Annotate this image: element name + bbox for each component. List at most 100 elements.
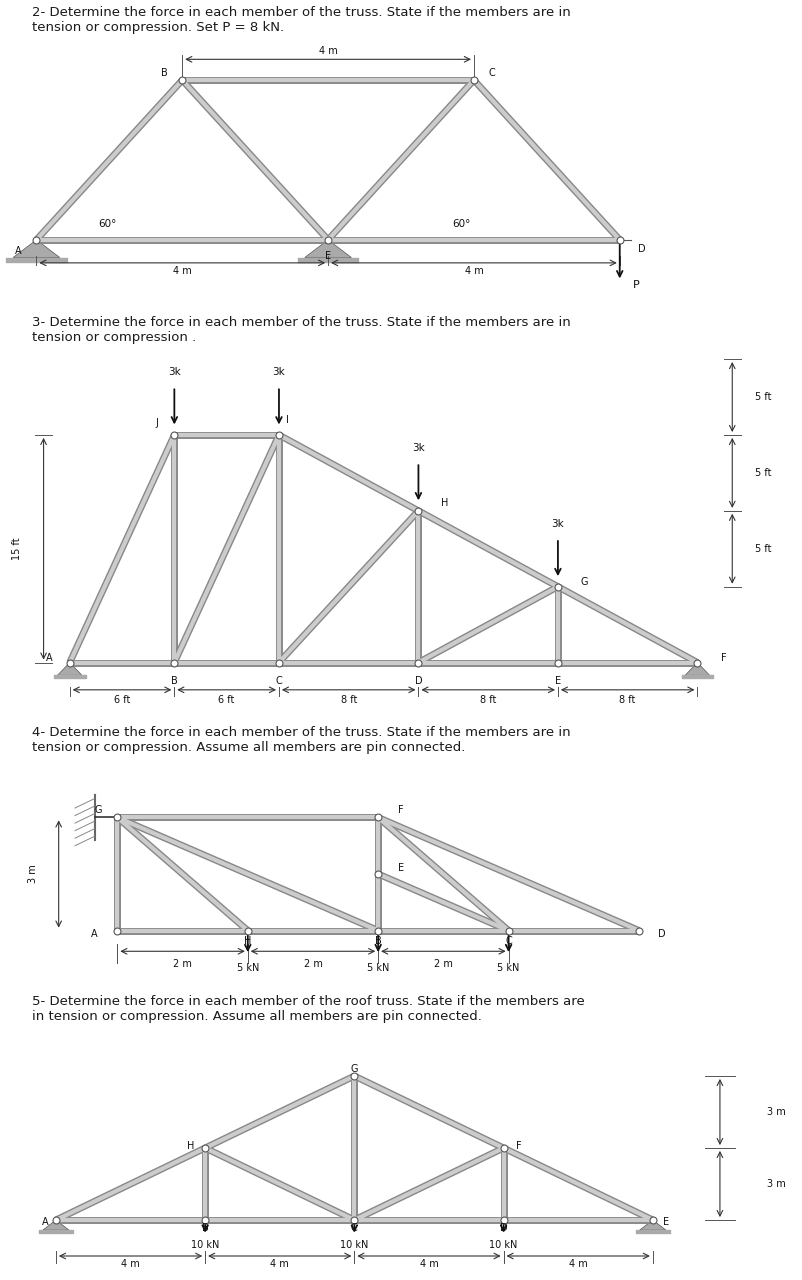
Point	[412, 500, 425, 521]
Text: D: D	[658, 929, 666, 940]
Text: E: E	[398, 863, 404, 873]
Text: I: I	[286, 415, 289, 425]
Point	[372, 808, 385, 828]
Text: 5 kN: 5 kN	[367, 963, 389, 973]
Text: 3k: 3k	[552, 518, 565, 529]
Text: 8 ft: 8 ft	[619, 695, 636, 705]
Point	[646, 1210, 659, 1230]
Text: 60°: 60°	[99, 219, 117, 229]
Text: E: E	[555, 676, 561, 686]
Polygon shape	[58, 663, 82, 676]
Text: 8 ft: 8 ft	[480, 695, 496, 705]
Point	[497, 1138, 510, 1158]
Text: 5 ft: 5 ft	[755, 392, 772, 402]
Point	[412, 653, 425, 673]
Text: D: D	[500, 1224, 508, 1234]
Point	[691, 653, 704, 673]
Polygon shape	[305, 239, 351, 257]
Text: E: E	[662, 1217, 669, 1228]
Text: 5 kN: 5 kN	[497, 963, 520, 973]
Point	[168, 425, 180, 445]
Text: 4 m: 4 m	[569, 1260, 588, 1270]
Text: 2- Determine the force in each member of the truss. State if the members are in
: 2- Determine the force in each member of…	[32, 6, 571, 35]
Point	[552, 576, 565, 596]
Text: 15 ft: 15 ft	[13, 538, 22, 561]
Text: 4 m: 4 m	[121, 1260, 140, 1270]
Text: B: B	[375, 936, 382, 946]
Text: F: F	[398, 805, 404, 815]
Text: 3k: 3k	[412, 443, 425, 453]
Text: A: A	[91, 929, 98, 940]
Text: G: G	[94, 805, 102, 815]
Text: 5 ft: 5 ft	[755, 468, 772, 477]
Text: B: B	[160, 68, 168, 78]
Point	[30, 229, 43, 250]
Text: 3 m: 3 m	[767, 1179, 785, 1189]
Text: 3k: 3k	[273, 367, 286, 378]
Text: 4 m: 4 m	[270, 1260, 290, 1270]
Text: A: A	[46, 653, 52, 663]
Point	[372, 920, 385, 941]
Text: C: C	[505, 936, 512, 946]
Text: 10 kN: 10 kN	[340, 1240, 369, 1251]
Text: P: P	[633, 280, 640, 291]
Point	[241, 920, 254, 941]
Point	[168, 653, 180, 673]
Text: 4- Determine the force in each member of the truss. State if the members are in
: 4- Determine the force in each member of…	[32, 726, 571, 754]
Point	[50, 1210, 63, 1230]
Point	[497, 1210, 510, 1230]
Text: G: G	[350, 1064, 358, 1074]
Text: 2 m: 2 m	[434, 960, 453, 969]
Point	[614, 229, 626, 250]
Text: E: E	[325, 251, 331, 261]
Point	[63, 653, 76, 673]
Text: C: C	[488, 68, 496, 78]
Point	[633, 920, 646, 941]
Point	[348, 1066, 361, 1087]
Point	[348, 1210, 361, 1230]
Text: 10 kN: 10 kN	[489, 1240, 518, 1251]
Point	[502, 920, 515, 941]
Text: F: F	[516, 1140, 521, 1151]
Text: D: D	[415, 676, 422, 686]
Text: A: A	[42, 1217, 48, 1228]
Text: 2 m: 2 m	[303, 960, 322, 969]
Text: 5 kN: 5 kN	[237, 963, 259, 973]
Point	[176, 70, 188, 91]
Text: J: J	[156, 417, 158, 428]
Polygon shape	[640, 1220, 666, 1230]
Point	[322, 229, 334, 250]
Text: B: B	[202, 1224, 209, 1234]
Point	[199, 1210, 212, 1230]
Point	[468, 70, 480, 91]
Point	[199, 1138, 212, 1158]
Text: H: H	[244, 936, 252, 946]
Point	[372, 864, 385, 884]
Polygon shape	[43, 1220, 69, 1230]
Point	[552, 653, 565, 673]
Text: 6 ft: 6 ft	[114, 695, 130, 705]
Text: 3- Determine the force in each member of the truss. State if the members are in
: 3- Determine the force in each member of…	[32, 316, 571, 343]
Text: H: H	[187, 1140, 194, 1151]
Text: 4 m: 4 m	[419, 1260, 439, 1270]
Text: H: H	[441, 498, 448, 508]
Point	[111, 808, 124, 828]
Text: G: G	[581, 577, 588, 588]
Text: 60°: 60°	[452, 219, 471, 229]
Text: 5 ft: 5 ft	[755, 544, 772, 554]
Text: C: C	[276, 676, 282, 686]
Text: C: C	[351, 1224, 358, 1234]
Text: 3k: 3k	[168, 367, 180, 378]
Point	[273, 425, 286, 445]
Text: 3 m: 3 m	[27, 864, 38, 883]
Text: 4 m: 4 m	[173, 266, 192, 276]
Polygon shape	[685, 663, 710, 676]
Text: F: F	[721, 653, 727, 663]
Text: 2 m: 2 m	[173, 960, 192, 969]
Point	[111, 920, 124, 941]
Text: D: D	[638, 244, 646, 253]
Polygon shape	[13, 239, 60, 257]
Point	[273, 653, 286, 673]
Text: 4 m: 4 m	[464, 266, 484, 276]
Text: 4 m: 4 m	[318, 46, 338, 56]
